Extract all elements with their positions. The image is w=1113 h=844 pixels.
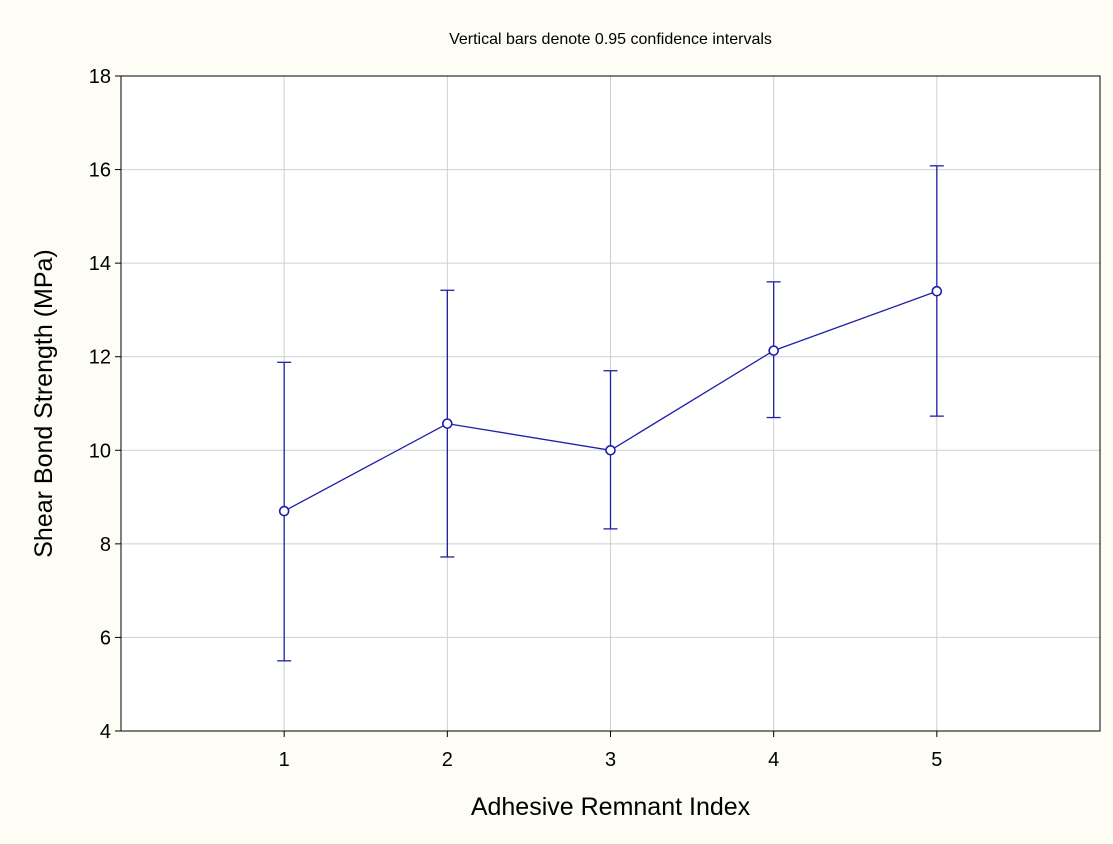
chart-title: Vertical bars denote 0.95 confidence int…: [449, 31, 772, 48]
x-tick-label: 3: [605, 749, 616, 771]
y-tick-label: 6: [100, 627, 111, 649]
x-tick-label: 2: [442, 749, 453, 771]
x-tick-label: 4: [768, 749, 779, 771]
y-tick-label: 14: [89, 253, 111, 275]
y-axis-label: Shear Bond Strength (MPa): [30, 249, 58, 558]
x-axis-label: Adhesive Remnant Index: [471, 793, 751, 821]
y-tick-label: 10: [89, 440, 111, 462]
x-tick-label: 5: [931, 749, 942, 771]
data-point: [931, 285, 943, 297]
y-tick-label: 18: [89, 66, 111, 88]
y-tick-label: 16: [89, 160, 111, 182]
data-point: [278, 505, 290, 517]
data-point: [768, 345, 779, 356]
y-tick-label: 12: [89, 347, 111, 369]
data-point: [442, 418, 453, 429]
x-tick-label: 1: [279, 749, 290, 771]
y-tick-label: 4: [100, 721, 111, 743]
data-point: [605, 444, 616, 456]
series-layer: [277, 165, 944, 662]
y-tick-label: 8: [100, 534, 111, 556]
